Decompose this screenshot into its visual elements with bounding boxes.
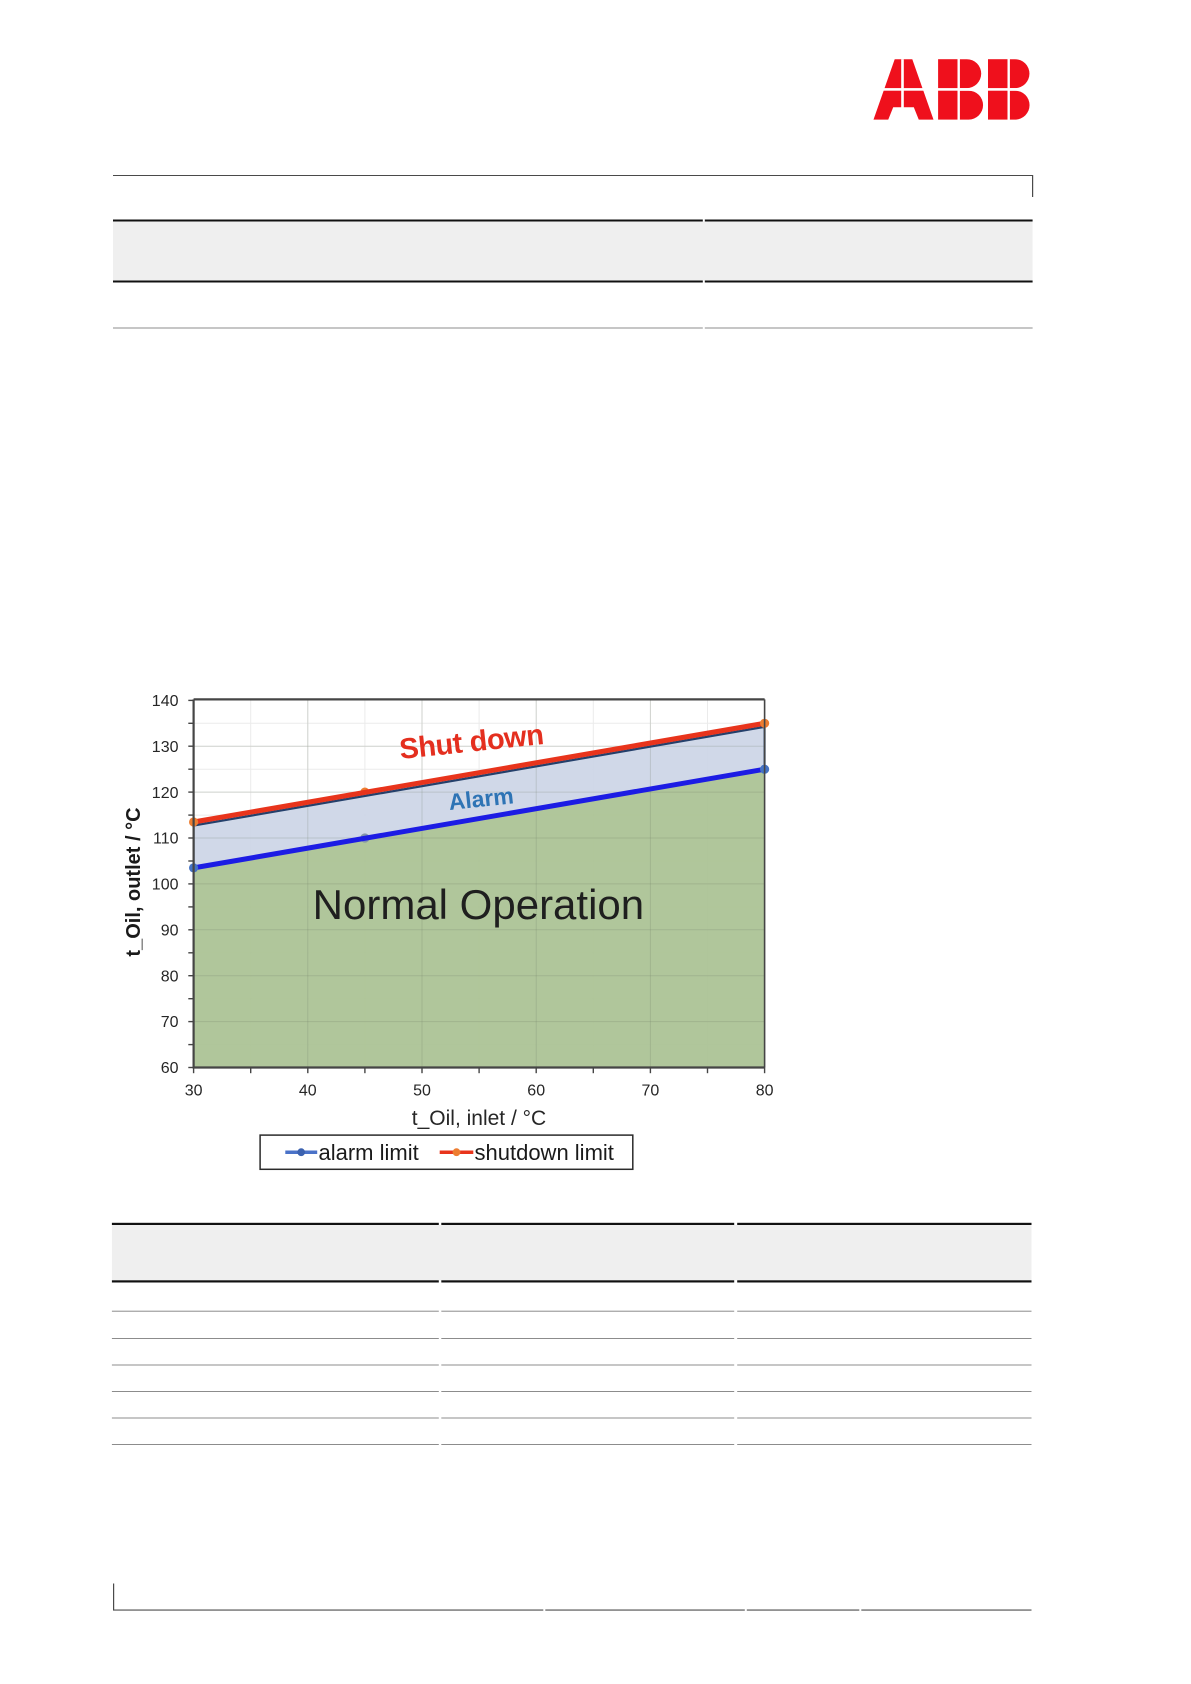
svg-text:100: 100 xyxy=(152,877,179,894)
svg-text:80: 80 xyxy=(756,1083,774,1100)
svg-text:120: 120 xyxy=(152,785,179,802)
svg-text:130: 130 xyxy=(152,739,179,756)
svg-text:60: 60 xyxy=(527,1083,545,1100)
svg-text:40: 40 xyxy=(299,1083,317,1100)
svg-text:80: 80 xyxy=(161,968,179,985)
svg-text:140: 140 xyxy=(152,693,179,710)
svg-text:t_Oil, outlet / °C: t_Oil, outlet / °C xyxy=(123,807,145,956)
svg-text:70: 70 xyxy=(642,1083,660,1100)
svg-text:70: 70 xyxy=(161,1014,179,1031)
svg-text:alarm limit: alarm limit xyxy=(319,1140,419,1165)
svg-text:30: 30 xyxy=(185,1083,203,1100)
svg-text:60: 60 xyxy=(161,1060,179,1077)
svg-text:Shut down: Shut down xyxy=(398,719,545,766)
svg-text:110: 110 xyxy=(153,831,179,848)
svg-text:50: 50 xyxy=(413,1083,431,1100)
svg-text:t_Oil, inlet / °C: t_Oil, inlet / °C xyxy=(412,1107,546,1130)
svg-text:shutdown limit: shutdown limit xyxy=(475,1140,614,1165)
svg-text:Normal Operation: Normal Operation xyxy=(313,881,644,928)
svg-text:90: 90 xyxy=(161,923,179,940)
